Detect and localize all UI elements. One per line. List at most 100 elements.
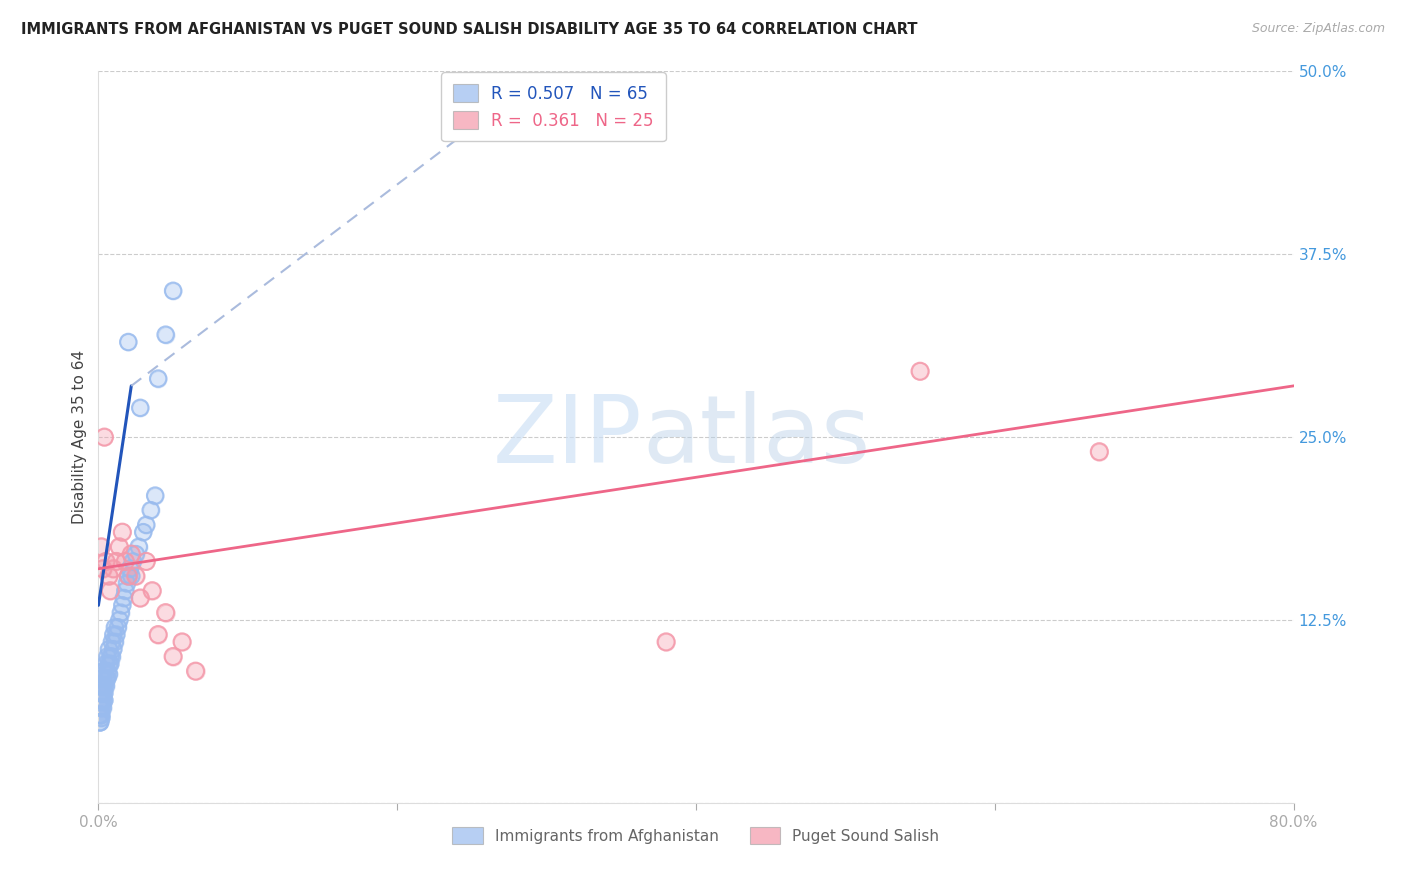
Y-axis label: Disability Age 35 to 64: Disability Age 35 to 64: [72, 350, 87, 524]
Point: [90, 708, 112, 723]
Point: [91, 679, 114, 693]
Point: [121, 554, 143, 568]
Point: [105, 627, 128, 641]
Text: IMMIGRANTS FROM AFGHANISTAN VS PUGET SOUND SALISH DISABILITY AGE 35 TO 64 CORREL: IMMIGRANTS FROM AFGHANISTAN VS PUGET SOU…: [21, 22, 918, 37]
Point: [94, 554, 117, 568]
Point: [101, 649, 124, 664]
Point: [908, 364, 931, 378]
Point: [135, 517, 157, 532]
Point: [112, 591, 135, 605]
Point: [91, 686, 114, 700]
Point: [162, 649, 184, 664]
Point: [101, 635, 124, 649]
Point: [89, 708, 111, 723]
Point: [155, 327, 177, 342]
Point: [91, 562, 114, 576]
Point: [89, 708, 111, 723]
Point: [125, 547, 148, 561]
Point: [89, 708, 111, 723]
Point: [91, 679, 114, 693]
Point: [105, 627, 128, 641]
Point: [97, 667, 120, 681]
Point: [90, 693, 112, 707]
Point: [141, 583, 163, 598]
Point: [89, 715, 111, 730]
Point: [89, 693, 111, 707]
Point: [96, 649, 118, 664]
Point: [115, 576, 138, 591]
Point: [129, 591, 152, 605]
Point: [93, 693, 115, 707]
Point: [90, 693, 112, 707]
Point: [91, 693, 114, 707]
Point: [94, 672, 117, 686]
Point: [111, 599, 134, 613]
Point: [128, 540, 150, 554]
Point: [89, 715, 111, 730]
Point: [148, 627, 170, 641]
Point: [162, 649, 184, 664]
Point: [91, 686, 114, 700]
Point: [89, 715, 111, 730]
Point: [97, 642, 120, 657]
Point: [139, 503, 162, 517]
Point: [155, 606, 177, 620]
Point: [120, 547, 142, 561]
Point: [184, 664, 207, 678]
Point: [118, 562, 141, 576]
Point: [108, 613, 131, 627]
Point: [96, 664, 118, 678]
Point: [89, 686, 111, 700]
Point: [148, 371, 170, 385]
Point: [91, 672, 114, 686]
Point: [117, 569, 139, 583]
Point: [94, 554, 117, 568]
Point: [908, 364, 931, 378]
Point: [125, 569, 148, 583]
Point: [172, 635, 194, 649]
Point: [96, 672, 118, 686]
Point: [90, 711, 112, 725]
Point: [90, 679, 112, 693]
Point: [97, 569, 120, 583]
Point: [101, 635, 124, 649]
Point: [90, 679, 112, 693]
Point: [129, 591, 152, 605]
Point: [108, 540, 131, 554]
Point: [91, 664, 114, 678]
Point: [97, 667, 120, 681]
Point: [98, 583, 122, 598]
Point: [121, 554, 143, 568]
Point: [91, 693, 114, 707]
Point: [90, 708, 112, 723]
Point: [132, 525, 155, 540]
Point: [141, 583, 163, 598]
Point: [120, 569, 142, 583]
Point: [139, 503, 162, 517]
Point: [94, 657, 117, 671]
Point: [89, 686, 111, 700]
Point: [1088, 444, 1111, 458]
Point: [97, 569, 120, 583]
Point: [108, 613, 131, 627]
Point: [110, 606, 132, 620]
Point: [104, 620, 127, 634]
Point: [93, 686, 115, 700]
Point: [90, 540, 112, 554]
Point: [94, 679, 117, 693]
Point: [105, 554, 128, 568]
Point: [120, 547, 142, 561]
Point: [96, 664, 118, 678]
Legend: Immigrants from Afghanistan, Puget Sound Salish: Immigrants from Afghanistan, Puget Sound…: [446, 822, 946, 850]
Point: [90, 540, 112, 554]
Point: [155, 606, 177, 620]
Point: [93, 430, 115, 444]
Point: [98, 583, 122, 598]
Point: [135, 554, 157, 568]
Point: [655, 635, 678, 649]
Point: [110, 606, 132, 620]
Point: [97, 642, 120, 657]
Point: [93, 686, 115, 700]
Point: [90, 700, 112, 714]
Point: [111, 599, 134, 613]
